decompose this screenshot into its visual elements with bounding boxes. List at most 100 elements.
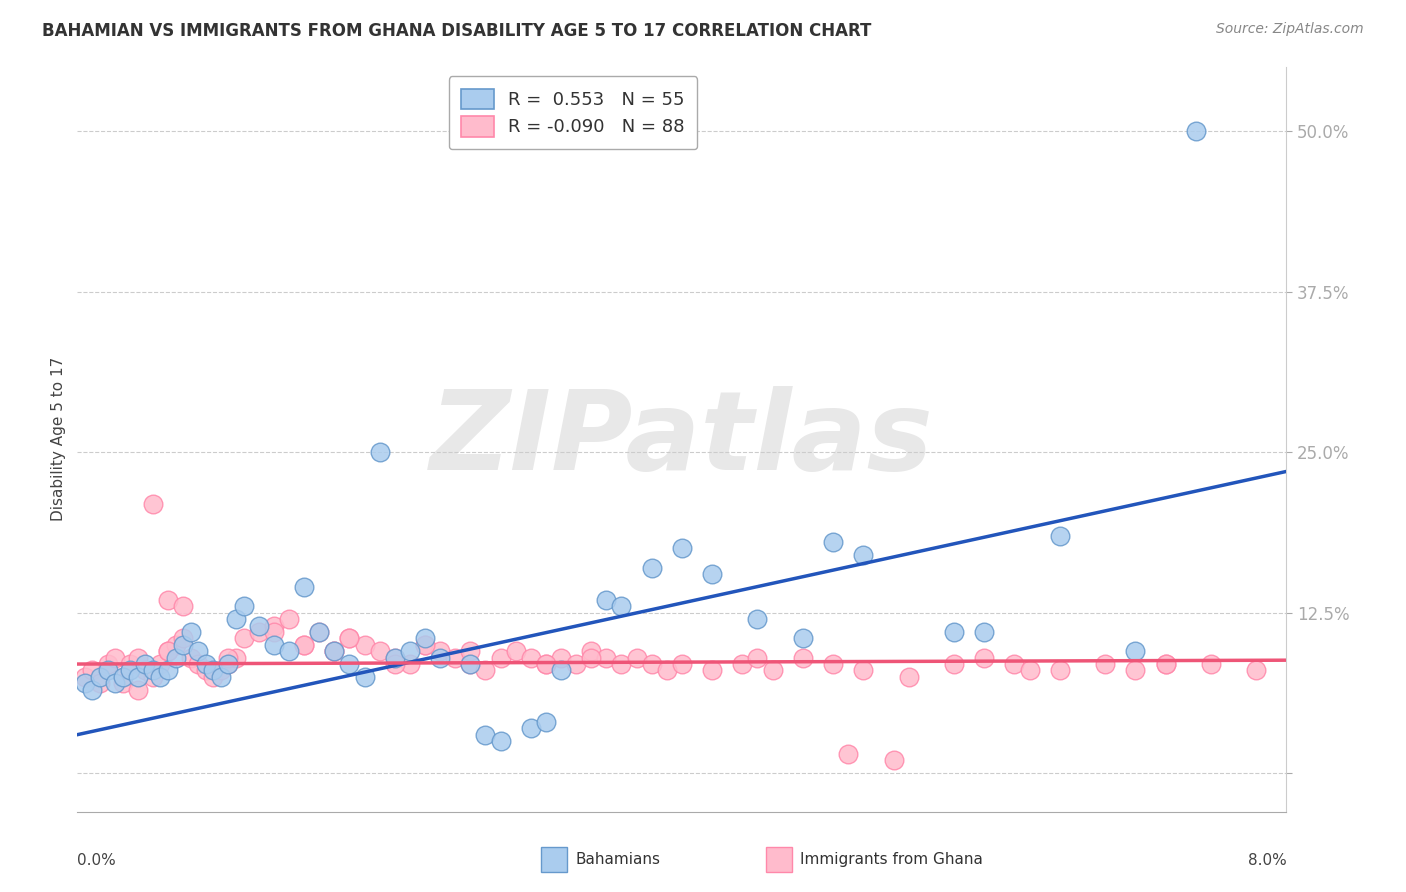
Point (202, 664, 225, 678)
Point (1199, 657, 1222, 671)
Point (134, 664, 156, 678)
Point (1125, 644, 1147, 658)
Point (534, 657, 557, 671)
Point (1018, 664, 1040, 678)
Point (973, 650, 995, 665)
Point (142, 670, 165, 684)
Point (202, 670, 225, 684)
Point (308, 624, 330, 639)
Point (111, 676, 134, 690)
Point (655, 664, 678, 678)
Point (96, 657, 118, 671)
Point (883, 753, 905, 767)
Point (339, 657, 360, 671)
Point (458, 657, 481, 671)
Point (278, 612, 301, 626)
Point (104, 676, 127, 690)
Point (180, 624, 202, 639)
Point (550, 650, 572, 665)
Point (413, 638, 436, 652)
Point (194, 664, 217, 678)
Point (1004, 657, 1026, 671)
Point (73, 676, 96, 690)
Point (308, 624, 330, 639)
Point (943, 657, 966, 671)
Point (837, 747, 859, 761)
Point (595, 650, 617, 665)
Point (1094, 657, 1116, 671)
Point (943, 624, 966, 639)
Point (82, 664, 104, 678)
Point (104, 650, 127, 665)
Point (1185, 124, 1208, 138)
Point (897, 670, 920, 684)
Point (731, 657, 754, 671)
Point (626, 650, 648, 665)
Text: Bahamians: Bahamians (575, 853, 659, 867)
Point (792, 650, 814, 665)
Point (505, 644, 527, 658)
Point (1125, 664, 1147, 678)
Point (165, 638, 187, 652)
Point (581, 650, 603, 665)
Point (292, 638, 315, 652)
Point (520, 721, 543, 735)
Point (111, 670, 134, 684)
Point (429, 644, 451, 658)
Point (339, 632, 360, 646)
Point (278, 644, 301, 658)
Point (120, 664, 142, 678)
Point (96, 664, 118, 678)
Point (218, 657, 240, 671)
Point (247, 624, 270, 639)
Point (89, 670, 111, 684)
Point (187, 644, 209, 658)
Point (157, 592, 180, 607)
Point (610, 599, 633, 614)
Point (610, 657, 633, 671)
Point (187, 657, 209, 671)
Point (399, 644, 422, 658)
Point (209, 664, 232, 678)
Bar (541, 847, 567, 872)
Point (127, 682, 149, 697)
Point (747, 612, 769, 626)
Legend: R =  0.553   N = 55, R = -0.090   N = 88: R = 0.553 N = 55, R = -0.090 N = 88 (449, 76, 697, 149)
Point (111, 670, 134, 684)
Point (172, 599, 194, 614)
Point (474, 728, 496, 742)
Point (1246, 664, 1268, 678)
Point (671, 657, 693, 671)
Point (82, 682, 104, 697)
Point (474, 664, 496, 678)
Point (89, 676, 111, 690)
Point (581, 644, 603, 658)
Point (565, 657, 588, 671)
Text: ZIPatlas: ZIPatlas (430, 386, 934, 492)
Point (520, 650, 543, 665)
Point (489, 650, 512, 665)
Point (127, 670, 149, 684)
Point (142, 664, 165, 678)
Point (489, 734, 512, 748)
Point (671, 541, 693, 556)
Point (1154, 657, 1177, 671)
Point (180, 650, 202, 665)
Point (641, 560, 664, 574)
Text: 8.0%: 8.0% (1247, 853, 1286, 868)
Point (263, 638, 285, 652)
Text: BAHAMIAN VS IMMIGRANTS FROM GHANA DISABILITY AGE 5 TO 17 CORRELATION CHART: BAHAMIAN VS IMMIGRANTS FROM GHANA DISABI… (42, 22, 872, 40)
Point (413, 632, 436, 646)
Point (149, 670, 172, 684)
Text: Immigrants from Ghana: Immigrants from Ghana (800, 853, 983, 867)
Point (194, 657, 217, 671)
Point (263, 618, 285, 632)
Point (339, 632, 360, 646)
Point (384, 650, 406, 665)
Y-axis label: Disability Age 5 to 17: Disability Age 5 to 17 (51, 357, 66, 522)
Point (595, 592, 617, 607)
Point (247, 618, 270, 632)
Point (550, 664, 572, 678)
Point (1049, 664, 1071, 678)
Point (534, 657, 557, 671)
